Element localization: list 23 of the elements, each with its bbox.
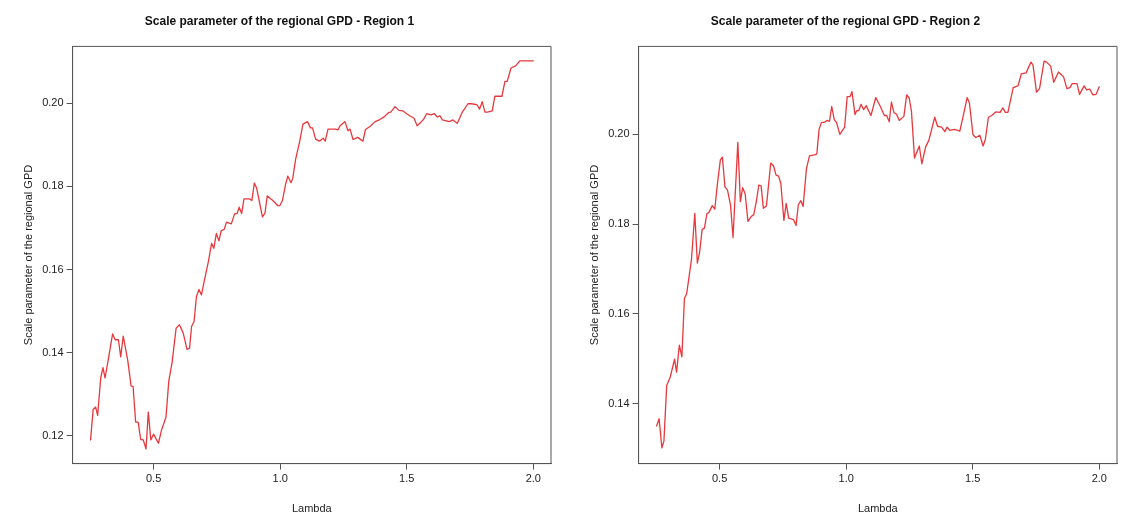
- y-tick-label: 0.18: [607, 217, 630, 230]
- y-tick-label: 0.20: [42, 96, 64, 109]
- y-tick-label: 0.20: [607, 127, 630, 140]
- y-axis-title: Scale parameter of the regional GPD: [587, 164, 600, 346]
- x-tick-label: 1.0: [838, 472, 854, 485]
- x-axis-title: Lambda: [291, 502, 333, 515]
- y-tick-label: 0.18: [42, 179, 64, 192]
- x-tick-label: 2.0: [1091, 472, 1107, 485]
- x-tick-label: 0.5: [145, 472, 162, 485]
- x-axis-title: Lambda: [857, 502, 899, 515]
- y-axis-title: Scale parameter of the regional GPD: [21, 164, 34, 346]
- x-tick-label: 0.5: [711, 472, 727, 485]
- y-tick-label: 0.14: [42, 345, 64, 358]
- x-tick-label: 1.5: [399, 472, 415, 485]
- x-tick-label: 2.0: [525, 472, 541, 485]
- y-tick-label: 0.16: [607, 306, 630, 319]
- chart-title: Scale parameter of the regional GPD - Region 2: [710, 13, 981, 28]
- y-tick-label: 0.14: [607, 396, 630, 409]
- y-tick-label: 0.16: [42, 262, 64, 275]
- x-tick-label: 1.0: [272, 472, 288, 485]
- chart-title: Scale parameter of the regional GPD - Region 1: [144, 13, 415, 28]
- y-tick-label: 0.12: [42, 428, 64, 441]
- x-tick-label: 1.5: [964, 472, 980, 485]
